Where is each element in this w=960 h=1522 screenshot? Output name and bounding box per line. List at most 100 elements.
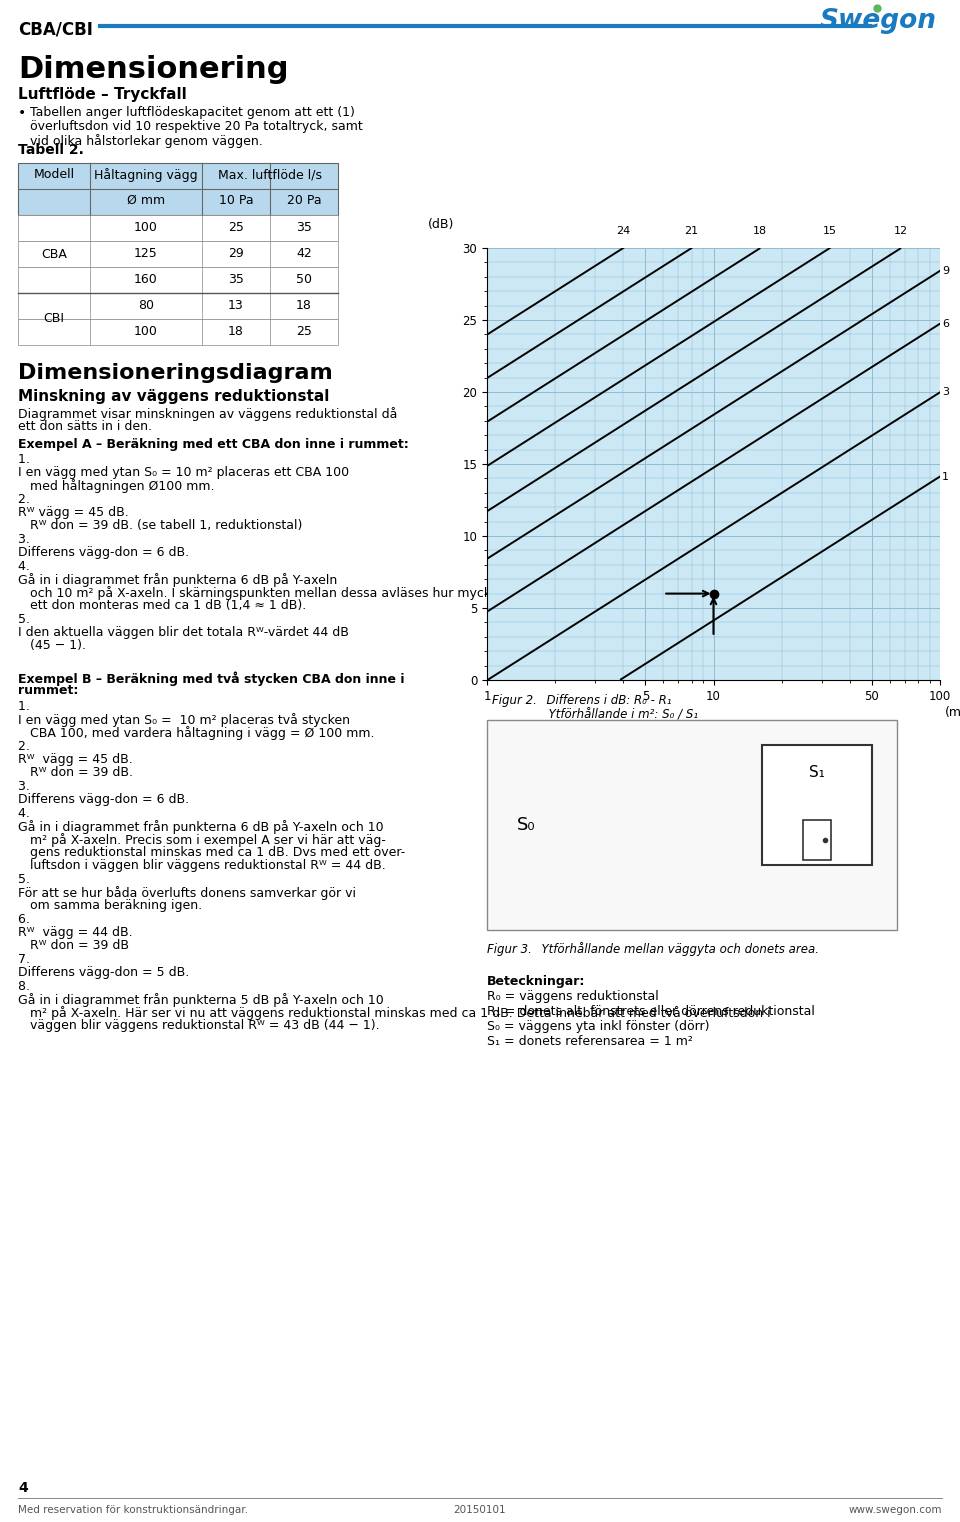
Text: om samma beräkning igen.: om samma beräkning igen. (18, 900, 203, 912)
Bar (18, 163, 90, 215)
Bar (487, 720, 897, 930)
Text: (dB): (dB) (428, 218, 454, 231)
Text: 35: 35 (296, 221, 312, 234)
Bar (18, 215, 338, 240)
Text: Exempel A – Beräkning med ett CBA don inne i rummet:: Exempel A – Beräkning med ett CBA don in… (18, 438, 409, 451)
Text: 21: 21 (684, 227, 699, 236)
Text: 2.: 2. (18, 740, 36, 753)
Text: och 10 m² på X-axeln. I skärningspunkten mellan dessa avläses hur mycket väggens: och 10 m² på X-axeln. I skärningspunkten… (18, 586, 726, 600)
Text: Rᵂ  vägg = 44 dB.: Rᵂ vägg = 44 dB. (18, 925, 132, 939)
Text: Rᵂ vägg = 45 dB.: Rᵂ vägg = 45 dB. (18, 505, 129, 519)
Text: •: • (18, 107, 26, 120)
Text: 50: 50 (296, 272, 312, 286)
Text: (m²): (m²) (945, 706, 960, 718)
Text: 5.: 5. (18, 874, 36, 886)
Bar (762, 744, 872, 864)
Bar (270, 163, 338, 215)
Bar (90, 163, 202, 215)
Text: Diagrammet visar minskningen av väggens reduktionstal då: Diagrammet visar minskningen av väggens … (18, 406, 397, 422)
Text: CBA: CBA (41, 248, 67, 260)
Text: vid olika hålstorlekar genom väggen.: vid olika hålstorlekar genom väggen. (30, 134, 263, 148)
Bar (18, 294, 338, 320)
Text: (45 − 1).: (45 − 1). (18, 639, 86, 651)
Text: 18: 18 (754, 227, 767, 236)
Text: S₀ = väggens yta inkl fönster (dörr): S₀ = väggens yta inkl fönster (dörr) (487, 1020, 709, 1033)
Text: 4.: 4. (18, 560, 36, 572)
Text: Differens vägg-don = 6 dB.: Differens vägg-don = 6 dB. (18, 793, 189, 807)
Bar (18, 266, 338, 294)
Text: Modell: Modell (34, 167, 75, 181)
Text: 3.: 3. (18, 779, 36, 793)
Text: Differens vägg-don = 6 dB.: Differens vägg-don = 6 dB. (18, 546, 189, 559)
Text: 13: 13 (228, 298, 244, 312)
Text: 125: 125 (134, 247, 157, 260)
Text: väggen blir väggens reduktionstal Rᵂ = 43 dB (44 − 1).: väggen blir väggens reduktionstal Rᵂ = 4… (18, 1020, 379, 1032)
Text: 4.: 4. (18, 807, 36, 820)
Bar (202, 163, 270, 215)
Text: Dimensionering: Dimensionering (18, 55, 289, 84)
Bar (803, 820, 831, 860)
Text: 1.: 1. (18, 454, 36, 466)
Text: 12: 12 (894, 227, 908, 236)
Bar (18, 320, 338, 345)
Text: Dimensioneringsdiagram: Dimensioneringsdiagram (18, 364, 333, 384)
Text: 100: 100 (134, 221, 158, 234)
Text: R₁ = donets alt. fönstrets eller dörrens reduktionstal: R₁ = donets alt. fönstrets eller dörrens… (487, 1005, 815, 1018)
Text: Rᵂ don = 39 dB: Rᵂ don = 39 dB (18, 939, 129, 951)
Text: I en vägg med ytan S₀ =  10 m² placeras två stycken: I en vägg med ytan S₀ = 10 m² placeras t… (18, 712, 350, 728)
Text: I en vägg med ytan S₀ = 10 m² placeras ett CBA 100: I en vägg med ytan S₀ = 10 m² placeras e… (18, 466, 349, 479)
Text: Gå in i diagrammet från punkterna 6 dB på Y-axeln: Gå in i diagrammet från punkterna 6 dB p… (18, 572, 337, 587)
Text: R₀ = väggens reduktionstal: R₀ = väggens reduktionstal (487, 989, 659, 1003)
Text: Figur 2.  Differens i dB: R₀ - R₁: Figur 2. Differens i dB: R₀ - R₁ (492, 694, 671, 708)
Text: Med reservation för konstruktionsändringar.: Med reservation för konstruktionsändring… (18, 1505, 248, 1514)
Text: S₁: S₁ (809, 766, 825, 779)
Text: 25: 25 (228, 221, 244, 234)
Text: 2.: 2. (18, 493, 36, 505)
Text: ett don monteras med ca 1 dB (1,4 ≈ 1 dB).: ett don monteras med ca 1 dB (1,4 ≈ 1 dB… (18, 600, 306, 612)
Text: CBA 100, med vardera håltagning i vägg = Ø 100 mm.: CBA 100, med vardera håltagning i vägg =… (18, 726, 374, 740)
Text: 29: 29 (228, 247, 244, 260)
Text: Rᵂ don = 39 dB. (se tabell 1, reduktionstal): Rᵂ don = 39 dB. (se tabell 1, reduktions… (18, 519, 302, 533)
Text: Gå in i diagrammet från punkterna 5 dB på Y-axeln och 10: Gå in i diagrammet från punkterna 5 dB p… (18, 992, 384, 1008)
Text: 7.: 7. (18, 953, 36, 966)
Text: Luftflöde – Tryckfall: Luftflöde – Tryckfall (18, 87, 187, 102)
Text: luftsdon i väggen blir väggens reduktionstal Rᵂ = 44 dB.: luftsdon i väggen blir väggens reduktion… (18, 858, 386, 872)
Text: Max. luftflöde l/s: Max. luftflöde l/s (218, 167, 322, 181)
Text: Ytförhållande i m²: S₀ / S₁: Ytförhållande i m²: S₀ / S₁ (492, 708, 698, 721)
Text: 24: 24 (616, 227, 631, 236)
Text: 6.: 6. (18, 913, 36, 925)
Text: överluftsdon vid 10 respektive 20 Pa totaltryck, samt: överluftsdon vid 10 respektive 20 Pa tot… (30, 120, 363, 132)
Text: 1.: 1. (18, 700, 36, 712)
Text: m² på X-axeln. Här ser vi nu att väggens reduktionstal minskas med ca 1 dB. Dett: m² på X-axeln. Här ser vi nu att väggens… (18, 1006, 771, 1020)
Text: Swegon: Swegon (820, 8, 937, 33)
Text: www.swegon.com: www.swegon.com (849, 1505, 942, 1514)
Text: ett don sätts in i den.: ett don sätts in i den. (18, 420, 152, 432)
Text: Figur 3.  Ytförhållande mellan väggyta och donets area.: Figur 3. Ytförhållande mellan väggyta oc… (487, 942, 819, 956)
Text: Differens vägg-don = 5 dB.: Differens vägg-don = 5 dB. (18, 966, 189, 979)
Bar (18, 240, 338, 266)
Text: 4: 4 (18, 1481, 28, 1495)
Text: 5.: 5. (18, 613, 36, 626)
Text: Beteckningar:: Beteckningar: (487, 976, 586, 988)
Text: S₀: S₀ (517, 816, 536, 834)
Text: Rᵂ don = 39 dB.: Rᵂ don = 39 dB. (18, 766, 133, 779)
Text: 18: 18 (228, 326, 244, 338)
Text: CBI: CBI (43, 312, 64, 326)
Text: Ø mm: Ø mm (127, 193, 165, 207)
Text: Minskning av väggens reduktionstal: Minskning av väggens reduktionstal (18, 390, 329, 403)
Text: 3: 3 (942, 387, 948, 397)
Text: 10 Pa: 10 Pa (219, 193, 253, 207)
Text: 80: 80 (138, 298, 154, 312)
Text: 20150101: 20150101 (454, 1505, 506, 1514)
Text: 1: 1 (942, 472, 948, 481)
Text: m² på X-axeln. Precis som i exempel A ser vi här att väg-: m² på X-axeln. Precis som i exempel A se… (18, 833, 386, 846)
Text: 3.: 3. (18, 533, 36, 546)
Text: Rᵂ  vägg = 45 dB.: Rᵂ vägg = 45 dB. (18, 753, 132, 766)
Text: 160: 160 (134, 272, 157, 286)
Text: Tabell 2.: Tabell 2. (18, 143, 84, 157)
Text: Håltagning vägg: Håltagning vägg (94, 167, 198, 183)
Text: Exempel B – Beräkning med två stycken CBA don inne i: Exempel B – Beräkning med två stycken CB… (18, 671, 404, 685)
Text: gens reduktionstal minskas med ca 1 dB. Dvs med ett över-: gens reduktionstal minskas med ca 1 dB. … (18, 846, 405, 858)
Text: I den aktuella väggen blir det totala Rᵂ-värdet 44 dB: I den aktuella väggen blir det totala Rᵂ… (18, 626, 348, 639)
Bar (18, 163, 338, 215)
